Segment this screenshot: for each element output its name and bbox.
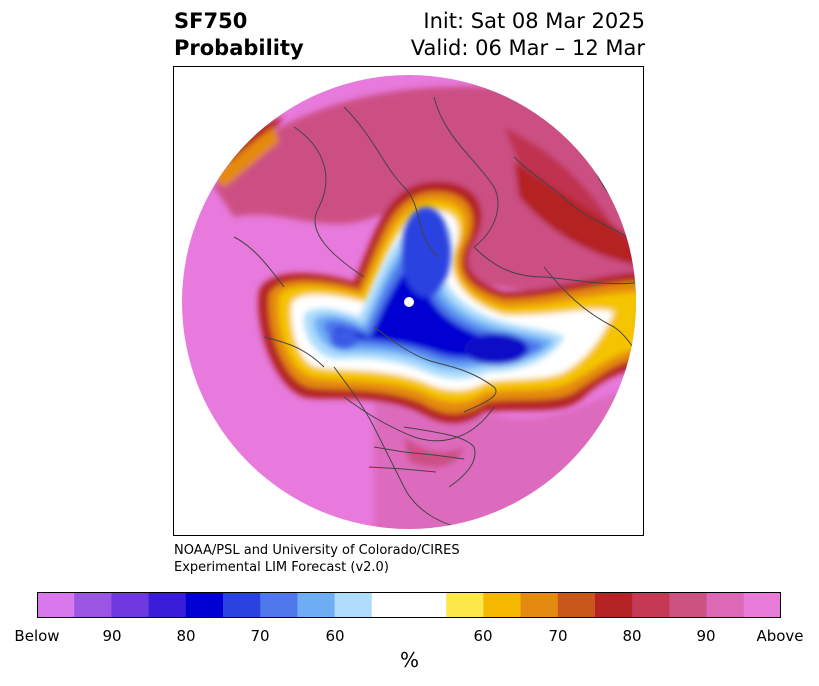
colorbar-cell: [260, 592, 298, 618]
colorbar-cell: [520, 592, 559, 618]
valid-range: Valid: 06 Mar – 12 Mar: [410, 36, 645, 60]
tick-below-60: 60: [325, 627, 345, 645]
probability-field: [182, 75, 636, 529]
credit-line-2: Experimental LIM Forecast (v2.0): [174, 560, 389, 575]
tick-below-90: 90: [102, 627, 122, 645]
colorbar-cell: [148, 592, 187, 618]
below-core-arctic: [401, 207, 451, 297]
above-red-east: [514, 162, 636, 267]
above-orange-nw: [214, 127, 279, 187]
colorbar-cell: [446, 592, 484, 618]
colorbar-label: %: [399, 648, 419, 672]
colorbar-cell: [371, 592, 410, 618]
tick-below: Below: [14, 627, 60, 645]
title-variable: SF750: [174, 9, 248, 33]
data-source-credit: NOAA/PSL and University of Colorado/CIRE…: [174, 542, 460, 576]
colorbar-cell: [595, 592, 633, 618]
colorbar-cell: [557, 592, 596, 618]
credit-line-1: NOAA/PSL and University of Colorado/CIRE…: [174, 543, 460, 558]
colorbar-cell: [409, 592, 447, 618]
colorbar-cell: [74, 592, 112, 618]
above-region-us: [404, 437, 464, 467]
below-core-canada: [464, 333, 528, 365]
tick-below-70: 70: [250, 627, 270, 645]
colorbar: [37, 592, 781, 618]
tick-below-80: 80: [176, 627, 196, 645]
colorbar-cell: [37, 592, 75, 618]
colorbar-cell: [743, 592, 781, 618]
map-panel: [173, 66, 644, 536]
tick-above-60: 60: [473, 627, 493, 645]
colorbar-cell: [706, 592, 745, 618]
colorbar-cell: [297, 592, 336, 618]
colorbar-outline: [37, 592, 781, 618]
colorbar-cell: [185, 592, 224, 618]
colorbar-cell: [111, 592, 150, 618]
forecast-dates: Init: Sat 08 Mar 2025 Valid: 06 Mar – 12…: [411, 8, 645, 62]
below-core-alaska: [330, 329, 358, 349]
above-red-ne: [504, 127, 614, 229]
polar-map: [182, 75, 636, 529]
title-type: Probability: [174, 36, 304, 60]
tick-above-90: 90: [696, 627, 716, 645]
tick-above-80: 80: [622, 627, 642, 645]
colorbar-cell: [483, 592, 522, 618]
colorbar-cell: [669, 592, 708, 618]
colorbar-cell: [334, 592, 373, 618]
tick-above: Above: [756, 627, 804, 645]
tick-above-70: 70: [548, 627, 568, 645]
colorbar-tick-labels: Below 90 80 70 60 60 70 80 90 Above: [0, 627, 819, 647]
below-deep-blue: [333, 253, 530, 358]
north-pole-marker: [404, 297, 414, 307]
colorbar-cell: [223, 592, 261, 618]
map-title: SF750 Probability: [174, 8, 304, 62]
init-date: Init: Sat 08 Mar 2025: [423, 9, 645, 33]
colorbar-cell: [632, 592, 670, 618]
